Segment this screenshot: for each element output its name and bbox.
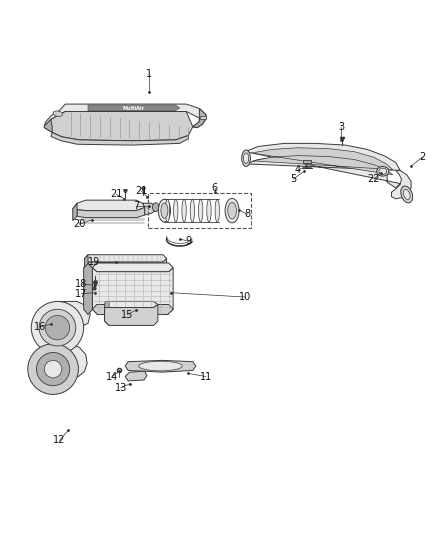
Polygon shape	[92, 268, 173, 314]
Ellipse shape	[53, 111, 63, 116]
Polygon shape	[105, 302, 109, 326]
Polygon shape	[106, 302, 158, 308]
Text: 21: 21	[110, 189, 123, 199]
Polygon shape	[88, 259, 166, 268]
Polygon shape	[125, 360, 196, 372]
Ellipse shape	[190, 199, 194, 222]
Text: 8: 8	[244, 209, 251, 219]
Ellipse shape	[161, 203, 168, 218]
Polygon shape	[105, 304, 158, 326]
Polygon shape	[44, 104, 206, 128]
Text: 22: 22	[368, 174, 380, 184]
Circle shape	[45, 316, 70, 340]
Text: 9: 9	[185, 236, 191, 246]
Polygon shape	[51, 133, 188, 145]
Circle shape	[44, 360, 62, 378]
Polygon shape	[92, 304, 173, 314]
Polygon shape	[53, 343, 87, 381]
Ellipse shape	[198, 199, 203, 222]
Polygon shape	[85, 255, 88, 272]
Circle shape	[28, 344, 78, 394]
Text: 19: 19	[88, 257, 101, 267]
Circle shape	[39, 309, 76, 346]
Polygon shape	[392, 171, 411, 199]
Ellipse shape	[173, 199, 178, 222]
Bar	[148, 193, 251, 228]
Ellipse shape	[379, 168, 387, 174]
Text: 10: 10	[239, 292, 251, 302]
Polygon shape	[88, 105, 180, 111]
Polygon shape	[193, 108, 206, 128]
Polygon shape	[245, 143, 400, 188]
Text: 3: 3	[338, 122, 344, 132]
Text: 4: 4	[294, 165, 300, 175]
Polygon shape	[44, 119, 52, 133]
Text: 5: 5	[290, 174, 297, 184]
Text: 12: 12	[53, 435, 66, 445]
Ellipse shape	[165, 199, 170, 222]
Text: MultiAir: MultiAir	[123, 106, 145, 110]
Polygon shape	[73, 200, 145, 211]
Ellipse shape	[377, 166, 389, 176]
Text: 2: 2	[419, 152, 425, 163]
Ellipse shape	[182, 199, 186, 222]
Polygon shape	[73, 203, 77, 221]
Polygon shape	[252, 148, 393, 175]
Polygon shape	[125, 372, 147, 381]
Polygon shape	[143, 203, 155, 215]
Ellipse shape	[244, 153, 249, 164]
Text: 11: 11	[200, 372, 212, 382]
Polygon shape	[57, 302, 90, 330]
Polygon shape	[200, 116, 206, 119]
Text: 1: 1	[146, 69, 152, 79]
Circle shape	[31, 302, 84, 354]
Text: 14: 14	[106, 372, 118, 382]
Text: 6: 6	[212, 183, 218, 193]
Ellipse shape	[139, 361, 182, 371]
Ellipse shape	[152, 203, 159, 212]
Circle shape	[36, 352, 70, 386]
Text: 20: 20	[73, 219, 85, 229]
Ellipse shape	[158, 199, 170, 222]
Ellipse shape	[225, 198, 239, 223]
Text: 16: 16	[34, 322, 46, 332]
Polygon shape	[85, 255, 166, 262]
Polygon shape	[84, 263, 92, 314]
Ellipse shape	[228, 203, 237, 219]
Text: 21: 21	[135, 187, 148, 196]
Text: 13: 13	[115, 383, 127, 393]
Ellipse shape	[403, 189, 410, 199]
Polygon shape	[77, 207, 145, 217]
Ellipse shape	[401, 186, 413, 203]
Bar	[303, 159, 311, 164]
Polygon shape	[44, 111, 193, 141]
Text: 15: 15	[121, 310, 134, 319]
Text: 7: 7	[133, 201, 139, 211]
Text: 18: 18	[75, 279, 88, 289]
Ellipse shape	[242, 150, 251, 166]
Ellipse shape	[207, 199, 211, 222]
Polygon shape	[92, 263, 173, 272]
Ellipse shape	[215, 199, 219, 222]
Text: 17: 17	[75, 288, 88, 298]
